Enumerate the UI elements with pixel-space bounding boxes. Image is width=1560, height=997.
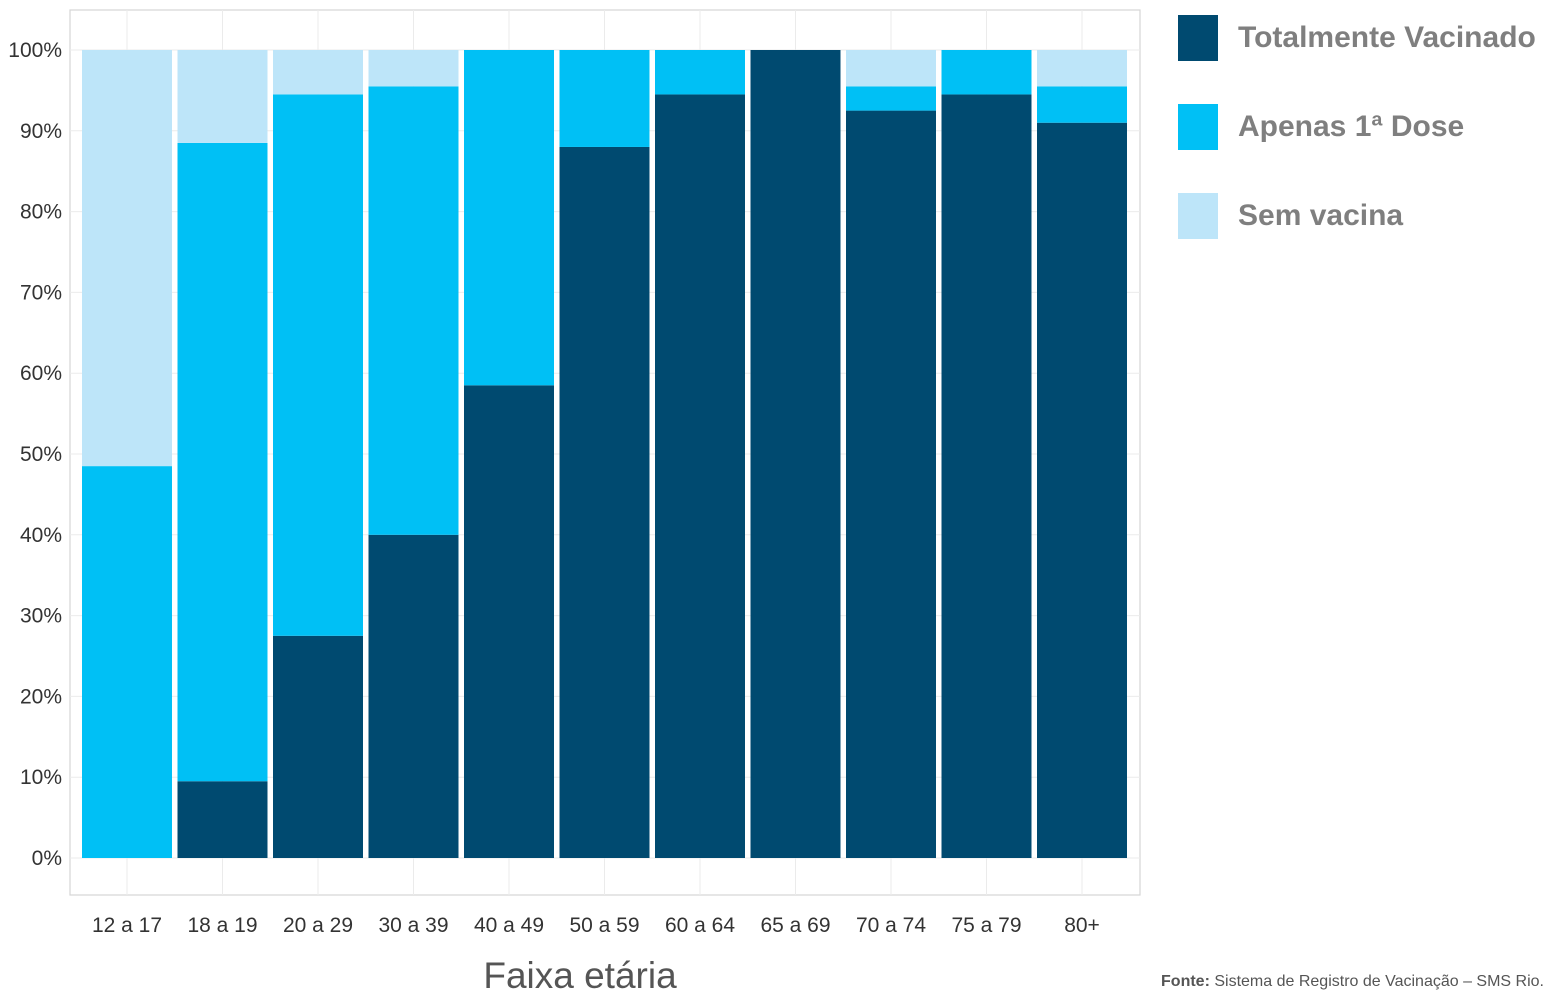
x-tick-label: 70 a 74 bbox=[856, 914, 926, 937]
bar-segment bbox=[464, 385, 554, 858]
bar-segment bbox=[846, 50, 936, 87]
legend-item-sem-vacina: Sem vacina bbox=[1178, 193, 1536, 239]
x-tick-label: 50 a 59 bbox=[569, 914, 639, 937]
y-tick-label: 80% bbox=[20, 201, 62, 224]
source-prefix: Fonte: bbox=[1161, 973, 1210, 990]
bar-segment bbox=[941, 94, 1032, 858]
bar-segment bbox=[273, 50, 363, 95]
x-tick-label: 20 a 29 bbox=[283, 914, 353, 937]
x-tick-label: 40 a 49 bbox=[474, 914, 544, 937]
bar-segment bbox=[750, 50, 841, 858]
bar-segment bbox=[846, 110, 936, 859]
x-tick-label: 65 a 69 bbox=[760, 914, 830, 937]
x-tick-label: 75 a 79 bbox=[951, 914, 1021, 937]
legend-label: Sem vacina bbox=[1238, 199, 1404, 232]
bar-segment bbox=[1037, 50, 1127, 87]
legend-swatch bbox=[1178, 193, 1218, 239]
bar-segment bbox=[273, 635, 363, 858]
y-tick-label: 50% bbox=[20, 443, 62, 466]
bar-segment bbox=[177, 781, 268, 858]
y-tick-label: 100% bbox=[8, 39, 62, 62]
bar-segment bbox=[368, 50, 459, 87]
bar-segment bbox=[368, 534, 459, 858]
legend-item-totalmente-vacinado: Totalmente Vacinado bbox=[1178, 15, 1536, 61]
source-note: Fonte: Sistema de Registro de Vacinação … bbox=[1161, 973, 1544, 991]
bar-segment bbox=[82, 50, 172, 467]
bar-segment bbox=[464, 50, 554, 386]
y-tick-label: 70% bbox=[20, 281, 62, 304]
x-tick-label: 18 a 19 bbox=[187, 914, 257, 937]
bar-segment bbox=[273, 94, 363, 636]
bars bbox=[82, 50, 1127, 859]
y-tick-label: 90% bbox=[20, 120, 62, 143]
y-tick-label: 30% bbox=[20, 605, 62, 628]
y-tick-label: 20% bbox=[20, 685, 62, 708]
legend-label: Apenas 1ª Dose bbox=[1238, 110, 1465, 143]
bar-segment bbox=[368, 86, 459, 535]
x-tick-label: 80+ bbox=[1064, 914, 1100, 937]
bar-segment bbox=[941, 50, 1032, 95]
bar-segment bbox=[559, 50, 650, 147]
y-tick-label: 0% bbox=[32, 847, 62, 870]
x-axis-title: Faixa etária bbox=[483, 955, 677, 996]
legend-swatch bbox=[1178, 104, 1218, 150]
legend: Totalmente Vacinado Apenas 1ª Dose Sem v… bbox=[1178, 15, 1536, 282]
bar-segment bbox=[655, 94, 745, 858]
stacked-bar-chart: 0% 10% 20% 30% 40% 50% 60% 70% 80% 90% 100% 12 a 1… bbox=[8, 9, 1141, 937]
bar-segment bbox=[177, 50, 268, 143]
x-axis-ticks: 12 a 17 18 a 19 20 a 29 30 a 39 40 a 49 50 a … bbox=[92, 914, 1100, 937]
x-tick-label: 60 a 64 bbox=[665, 914, 735, 937]
bar-segment bbox=[655, 50, 745, 95]
legend-swatch bbox=[1178, 15, 1218, 61]
x-tick-label: 12 a 17 bbox=[92, 914, 162, 937]
y-axis-ticks: 0% 10% 20% 30% 40% 50% 60% 70% 80% 90% 100% bbox=[8, 39, 62, 870]
legend-label: Totalmente Vacinado bbox=[1238, 21, 1536, 54]
source-text: Sistema de Registro de Vacinação – SMS R… bbox=[1209, 973, 1544, 990]
y-tick-label: 60% bbox=[20, 362, 62, 385]
bar-segment bbox=[177, 142, 268, 782]
y-tick-label: 40% bbox=[20, 524, 62, 547]
x-tick-label: 30 a 39 bbox=[378, 914, 448, 937]
bar-segment bbox=[1037, 86, 1127, 123]
bar-segment bbox=[559, 146, 650, 858]
legend-item-apenas-1a-dose: Apenas 1ª Dose bbox=[1178, 104, 1536, 150]
y-tick-label: 10% bbox=[20, 766, 62, 789]
bar-segment bbox=[82, 466, 172, 858]
bar-segment bbox=[1037, 122, 1127, 859]
bar-segment bbox=[846, 86, 936, 111]
